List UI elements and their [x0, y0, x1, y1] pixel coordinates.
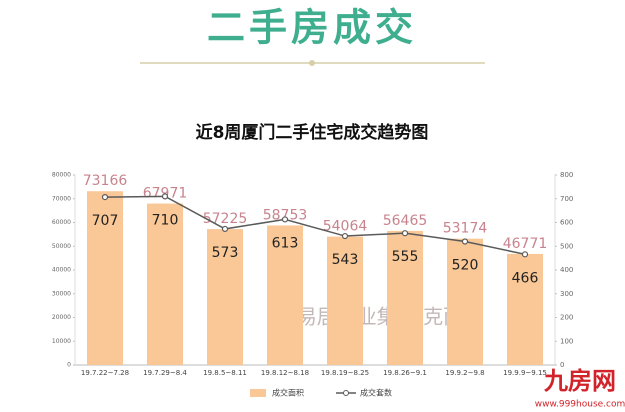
y-tick-label: 60000 — [52, 219, 71, 226]
legend-swatch — [343, 390, 349, 396]
bar — [87, 191, 123, 365]
line-point — [161, 193, 169, 200]
bar — [327, 236, 363, 365]
bar — [447, 238, 483, 365]
x-tick-label: 19.7.22~7.28 — [81, 369, 129, 377]
bar-value-label: 56465 — [383, 213, 428, 229]
bar-value-label: 57225 — [203, 211, 248, 227]
bar-value-label: 73166 — [83, 173, 128, 189]
bar-value-label: 58753 — [263, 207, 308, 223]
x-tick-label: 19.8.12~8.18 — [261, 369, 309, 377]
x-tick-label: 19.7.29~8.4 — [143, 369, 187, 377]
line-point — [101, 193, 109, 201]
line-point — [341, 232, 349, 240]
line-point — [281, 216, 289, 223]
y-tick-label: 40000 — [52, 267, 71, 274]
chart-title: 近8周厦门二手住宅成交趋势图 — [196, 122, 429, 143]
line — [104, 195, 526, 256]
x-tick-label: 19.9.9~9.15 — [503, 369, 547, 377]
bar — [387, 230, 423, 365]
header-title: 二手房成交 — [207, 6, 417, 50]
line-value-label: 520 — [452, 258, 479, 274]
x-tick-label: 19.8.5~8.11 — [203, 369, 247, 377]
bar-value-label: 53174 — [443, 221, 488, 237]
y2-tick-label: 0 — [560, 361, 564, 369]
x-tick-label: 19.8.19~8.25 — [321, 369, 369, 377]
bar — [147, 203, 183, 365]
y2-tick-label: 500 — [560, 242, 573, 250]
y2-tick-label: 600 — [560, 219, 573, 227]
y2-tick-label: 700 — [560, 195, 573, 203]
header-dot — [309, 60, 315, 66]
bar — [267, 225, 303, 365]
line-value-label: 555 — [392, 249, 419, 265]
y-tick-label: 20000 — [52, 314, 71, 321]
line-value-label: 710 — [152, 212, 179, 228]
line-value-label: 707 — [92, 213, 119, 229]
bar-value-label: 54064 — [323, 219, 368, 235]
line-point — [401, 230, 409, 237]
y2-tick-label: 300 — [560, 290, 573, 298]
y2-tick-label: 100 — [560, 337, 573, 345]
bar — [207, 229, 243, 365]
x-tick-label: 19.9.2~9.8 — [445, 369, 484, 377]
y2-tick-label: 400 — [560, 266, 573, 274]
y-tick-label: 10000 — [52, 338, 71, 345]
legend-label: 成交套数 — [360, 388, 392, 398]
line-value-label: 573 — [212, 245, 239, 261]
bar — [507, 253, 543, 365]
line-value-label: 543 — [332, 252, 359, 268]
line-value-label: 466 — [512, 270, 539, 286]
line-point — [221, 225, 229, 233]
x-tick-label: 19.8.26~9.1 — [383, 369, 427, 377]
watermark-url: www.999house.com — [535, 400, 625, 410]
y2-tick-label: 800 — [560, 171, 573, 179]
watermark-site: 九房网 — [543, 367, 616, 395]
bar-value-label: 46771 — [503, 236, 548, 252]
line-point — [461, 238, 469, 245]
legend-label: 成交面积 — [272, 388, 304, 398]
y-tick-label: 50000 — [52, 243, 71, 250]
line-value-label: 613 — [272, 235, 299, 251]
y-tick-label: 30000 — [52, 290, 71, 297]
legend-swatch — [250, 389, 266, 397]
y-tick-label: 80000 — [52, 172, 71, 179]
y2-tick-label: 200 — [560, 314, 573, 322]
y-tick-label: 0 — [67, 362, 71, 369]
line-point — [521, 251, 529, 258]
y-tick-label: 70000 — [52, 195, 71, 202]
